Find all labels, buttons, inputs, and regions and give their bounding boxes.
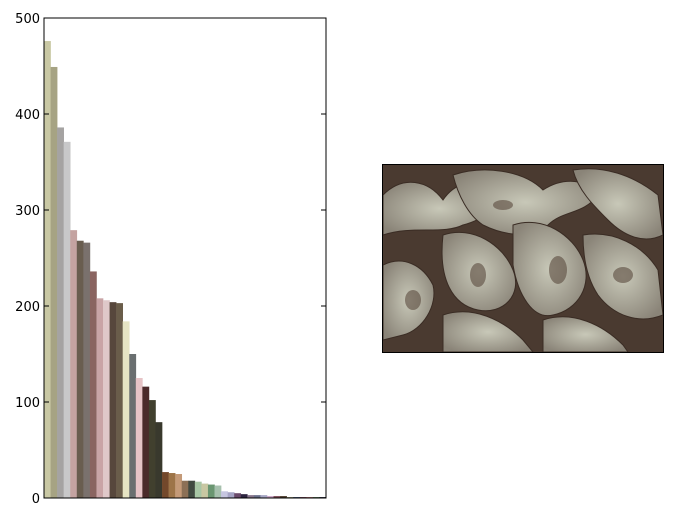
bar <box>266 496 274 498</box>
bar <box>181 480 189 498</box>
bar <box>234 493 242 498</box>
y-axis-ticks: 0 100 200 300 400 500 <box>15 12 326 507</box>
bar <box>221 491 228 498</box>
bar <box>44 41 51 498</box>
bar <box>260 495 268 498</box>
bar <box>194 481 202 498</box>
y-tick-label: 500 <box>15 12 40 27</box>
bar <box>116 303 123 498</box>
bar <box>96 298 104 498</box>
bar <box>168 473 176 498</box>
bar <box>188 480 196 498</box>
bar <box>135 378 143 498</box>
bar <box>280 496 287 498</box>
bar <box>273 496 281 498</box>
bar <box>201 483 209 498</box>
bar <box>103 300 110 498</box>
bar <box>83 242 91 498</box>
bar <box>214 485 222 498</box>
bar <box>142 386 150 498</box>
bar <box>109 302 117 498</box>
bar <box>175 474 183 498</box>
bar <box>57 127 64 498</box>
lichen-image <box>382 164 664 353</box>
y-tick-label: 400 <box>15 108 40 123</box>
bar <box>207 484 215 498</box>
bar <box>129 354 137 498</box>
y-tick-label: 300 <box>15 204 40 219</box>
bar <box>76 240 84 498</box>
bar <box>122 321 130 498</box>
y-tick-label: 0 <box>32 492 40 507</box>
bar <box>227 492 235 498</box>
bar <box>70 230 78 498</box>
y-tick-label: 100 <box>15 396 40 411</box>
bar <box>247 495 255 498</box>
bars-group <box>44 41 327 499</box>
lichen-photo-icon <box>383 165 663 352</box>
bar <box>148 400 156 498</box>
bar <box>63 141 71 498</box>
plot-frame <box>43 17 327 499</box>
bar <box>253 495 261 498</box>
bar <box>155 422 163 498</box>
bar <box>89 271 97 498</box>
bar <box>240 494 248 498</box>
y-tick-label: 200 <box>15 300 40 315</box>
bar <box>162 472 169 498</box>
bar <box>50 66 58 499</box>
